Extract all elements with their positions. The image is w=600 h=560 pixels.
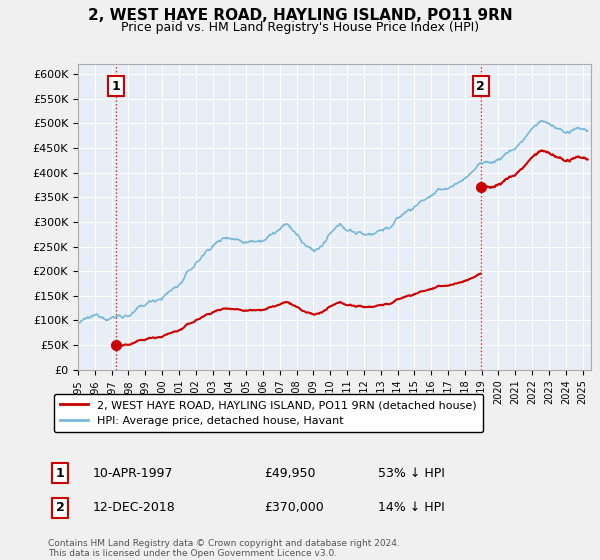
Text: 2: 2 [56,501,64,515]
Text: Contains HM Land Registry data © Crown copyright and database right 2024.
This d: Contains HM Land Registry data © Crown c… [48,539,400,558]
Text: 14% ↓ HPI: 14% ↓ HPI [378,501,445,515]
Text: £49,950: £49,950 [264,466,316,480]
Text: 1: 1 [112,80,121,92]
Legend: 2, WEST HAYE ROAD, HAYLING ISLAND, PO11 9RN (detached house), HPI: Average price: 2, WEST HAYE ROAD, HAYLING ISLAND, PO11 … [53,394,483,432]
Text: £370,000: £370,000 [264,501,324,515]
Text: 2: 2 [476,80,485,92]
Text: 53% ↓ HPI: 53% ↓ HPI [378,466,445,480]
Text: 10-APR-1997: 10-APR-1997 [93,466,173,480]
Text: 2, WEST HAYE ROAD, HAYLING ISLAND, PO11 9RN: 2, WEST HAYE ROAD, HAYLING ISLAND, PO11 … [88,8,512,24]
Text: 12-DEC-2018: 12-DEC-2018 [93,501,176,515]
Text: 1: 1 [56,466,64,480]
Text: Price paid vs. HM Land Registry's House Price Index (HPI): Price paid vs. HM Land Registry's House … [121,21,479,34]
